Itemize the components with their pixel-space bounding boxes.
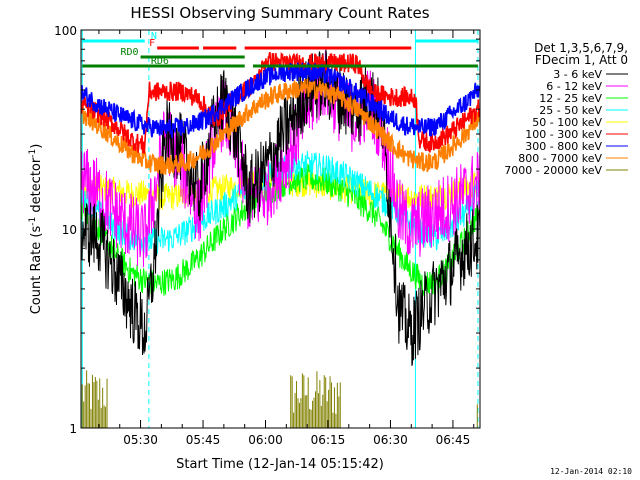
- series-line: [81, 62, 480, 139]
- timestamp: 12-Jan-2014 02:10: [550, 467, 632, 476]
- y-axis-label-main: Count Rate (s: [29, 226, 44, 315]
- state-bar-label: F: [149, 38, 155, 49]
- chart-title: HESSI Observing Summary Count Rates: [130, 4, 429, 22]
- x-tick-label: 05:45: [186, 433, 221, 447]
- legend: Det 1,3,5,6,7,9, FDecim 1, Att 0 3 - 6 k…: [504, 41, 628, 177]
- x-axis-label: Start Time (12-Jan-14 05:15:42): [176, 457, 384, 472]
- y-axis-label-sup2: -1: [28, 149, 38, 158]
- state-bar-label: RD0: [120, 47, 138, 58]
- y-axis: 1 10 100: [54, 24, 480, 436]
- x-tick-label: 06:45: [436, 433, 471, 447]
- y-axis-label-close: ): [29, 144, 44, 149]
- legend-label: 7000 - 20000 keV: [504, 164, 602, 177]
- state-bar-label: N: [151, 31, 157, 42]
- legend-label: 100 - 300 keV: [525, 128, 602, 141]
- legend-title-2: FDecim 1, Att 0: [535, 53, 628, 67]
- legend-label: 25 - 50 keV: [539, 104, 602, 117]
- series-line: [81, 49, 480, 366]
- series-path: [81, 49, 480, 366]
- legend-label: 12 - 25 keV: [539, 92, 602, 105]
- x-axis: 05:30 05:45 06:00 06:15 06:30 06:45: [98, 30, 475, 447]
- legend-label: 300 - 800 keV: [525, 140, 602, 153]
- y-tick-label: 100: [54, 24, 77, 38]
- y-axis-label: Count Rate (s-1 detector-1): [28, 144, 44, 315]
- series-line: [81, 78, 480, 175]
- y-tick-label: 10: [62, 223, 77, 237]
- x-tick-label: 06:30: [373, 433, 408, 447]
- x-tick-label: 06:15: [311, 433, 346, 447]
- series-layer: [81, 49, 480, 428]
- series-line: [81, 370, 478, 428]
- series-path: [81, 62, 480, 139]
- y-tick-label: 1: [69, 422, 77, 436]
- legend-label: 3 - 6 keV: [553, 68, 602, 81]
- x-tick-label: 06:00: [248, 433, 283, 447]
- y-axis-label-tail: detector: [29, 157, 44, 217]
- legend-label: 6 - 12 keV: [546, 80, 602, 93]
- state-bars: NF RD0 RD6: [82, 31, 478, 68]
- series-path: [81, 78, 480, 175]
- state-bar-label: RD6: [151, 56, 169, 67]
- y-axis-label-sup: -1: [28, 217, 38, 226]
- legend-title-1: Det 1,3,5,6,7,9,: [534, 41, 628, 55]
- legend-label: 50 - 100 keV: [532, 116, 602, 129]
- x-tick-label: 05:30: [123, 433, 158, 447]
- legend-label: 800 - 7000 keV: [518, 152, 602, 165]
